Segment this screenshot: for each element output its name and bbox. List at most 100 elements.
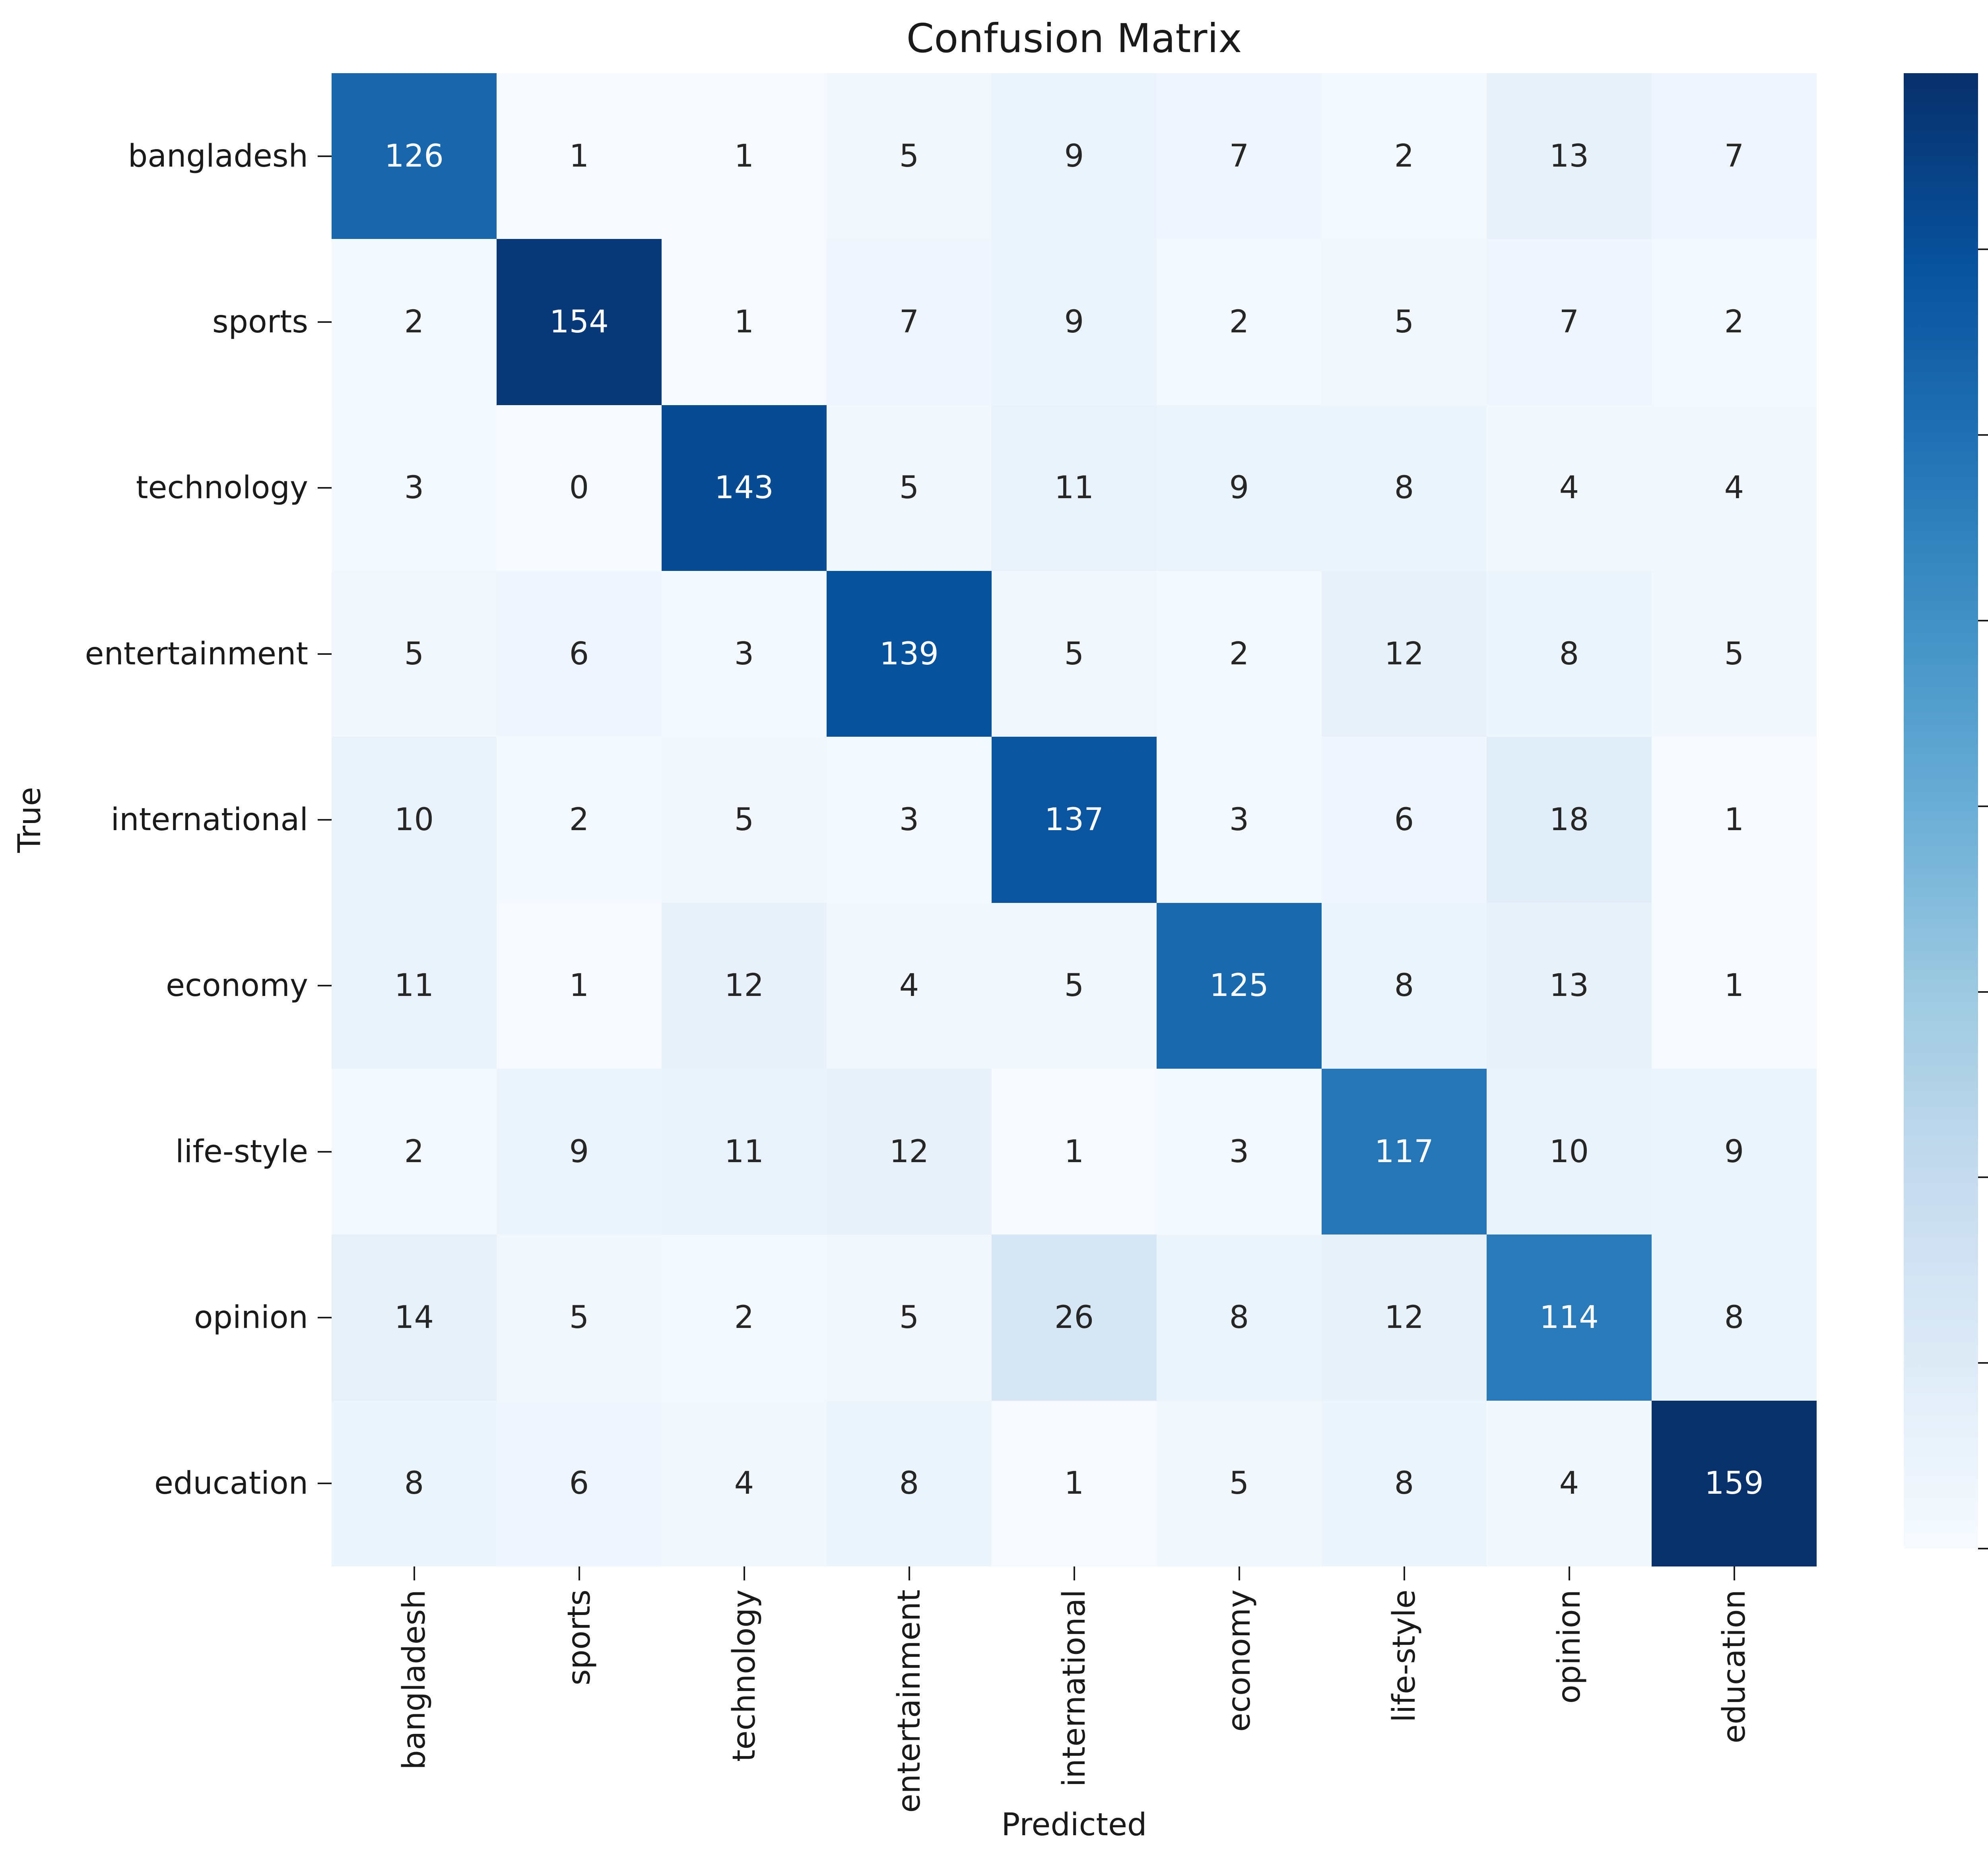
y-tick-label-sports: sports (212, 304, 308, 340)
heatmap-cell-life-style-life-style: 117 (1322, 1069, 1487, 1235)
heatmap-cell-education-entertainment: 8 (827, 1400, 992, 1566)
y-tick-mark (318, 155, 332, 157)
colorbar-tick-mark (1978, 805, 1988, 807)
heatmap-cell-entertainment-economy: 2 (1157, 571, 1322, 737)
cell-value: 159 (1705, 1465, 1764, 1502)
heatmap-cell-education-bangladesh: 8 (332, 1400, 497, 1566)
colorbar-tick-mark (1978, 434, 1988, 436)
cell-value: 1 (569, 138, 589, 174)
cell-value: 11 (724, 1134, 764, 1170)
x-tick-label-entertainment: entertainment (891, 1590, 927, 1813)
heatmap-cell-education-economy: 5 (1157, 1400, 1322, 1566)
heatmap-cell-sports-entertainment: 7 (827, 239, 992, 405)
heatmap-cell-international-technology: 5 (662, 737, 827, 903)
cell-value: 8 (1229, 1299, 1249, 1335)
cell-value: 4 (1724, 470, 1744, 506)
cell-value: 5 (1229, 1465, 1249, 1502)
heatmap-cell-life-style-international: 1 (992, 1069, 1157, 1235)
x-tick-mark (1238, 1566, 1240, 1580)
heatmap-cell-sports-international: 9 (992, 239, 1157, 405)
cell-value: 2 (1229, 636, 1249, 672)
heatmap-cell-opinion-economy: 8 (1157, 1234, 1322, 1401)
cell-value: 2 (404, 304, 424, 340)
heatmap-cell-technology-bangladesh: 3 (332, 405, 497, 571)
cell-value: 3 (899, 802, 919, 838)
cell-value: 26 (1054, 1299, 1094, 1335)
heatmap-cell-international-international: 137 (992, 737, 1157, 903)
cell-value: 0 (569, 470, 589, 506)
heatmap-cell-sports-education: 2 (1652, 239, 1817, 405)
heatmap-cell-entertainment-international: 5 (992, 571, 1157, 737)
cell-value: 12 (1384, 1299, 1424, 1335)
heatmap-cell-life-style-entertainment: 12 (827, 1069, 992, 1235)
heatmap-cell-technology-technology: 143 (662, 405, 827, 571)
heatmap-cell-entertainment-sports: 6 (497, 571, 662, 737)
x-tick-mark (1733, 1566, 1735, 1580)
colorbar (1904, 73, 1978, 1549)
cell-value: 7 (1229, 138, 1249, 174)
heatmap-grid: 126 1 1 5 9 7 2 13 7 2 154 1 7 9 2 5 7 2 3 0 143 5 11 9 8 4 4 5 6 3 13… (332, 73, 1817, 1566)
cell-value: 8 (404, 1465, 424, 1502)
x-tick-label-sports: sports (561, 1590, 597, 1686)
x-axis-title: Predicted (1001, 1807, 1147, 1843)
y-tick-label-technology: technology (136, 470, 308, 506)
cell-value: 7 (1559, 304, 1579, 340)
y-tick-mark (318, 985, 332, 987)
heatmap-cell-bangladesh-opinion: 13 (1487, 73, 1652, 239)
x-tick-label-bangladesh: bangladesh (396, 1590, 432, 1770)
cell-value: 8 (1394, 1465, 1414, 1502)
cell-value: 3 (1229, 1134, 1249, 1170)
heatmap-cell-entertainment-opinion: 8 (1487, 571, 1652, 737)
cell-value: 12 (1384, 636, 1424, 672)
cell-value: 7 (1724, 138, 1744, 174)
y-tick-mark (318, 321, 332, 323)
cell-value: 137 (1044, 802, 1104, 838)
cell-value: 3 (734, 636, 754, 672)
x-tick-label-opinion: opinion (1551, 1590, 1587, 1704)
y-axis-title: True (12, 787, 48, 853)
cell-value: 6 (569, 636, 589, 672)
cell-value: 11 (394, 968, 434, 1004)
heatmap-cell-technology-economy: 9 (1157, 405, 1322, 571)
cell-value: 4 (1559, 470, 1579, 506)
y-tick-mark (318, 1483, 332, 1485)
x-tick-label-life-style: life-style (1386, 1590, 1422, 1722)
cell-value: 2 (1724, 304, 1744, 340)
cell-value: 1 (569, 968, 589, 1004)
heatmap-cell-sports-life-style: 5 (1322, 239, 1487, 405)
heatmap-cell-economy-bangladesh: 11 (332, 903, 497, 1069)
cell-value: 126 (384, 138, 444, 174)
heatmap-cell-technology-entertainment: 5 (827, 405, 992, 571)
heatmap-cell-sports-economy: 2 (1157, 239, 1322, 405)
heatmap-cell-technology-international: 11 (992, 405, 1157, 571)
cell-value: 9 (1724, 1134, 1744, 1170)
heatmap-cell-international-opinion: 18 (1487, 737, 1652, 903)
cell-value: 13 (1549, 138, 1589, 174)
cell-value: 125 (1209, 968, 1269, 1004)
cell-value: 139 (879, 636, 939, 672)
heatmap-cell-entertainment-technology: 3 (662, 571, 827, 737)
x-tick-mark (578, 1566, 580, 1580)
colorbar-tick-mark (1978, 248, 1988, 250)
heatmap-cell-economy-economy: 125 (1157, 903, 1322, 1069)
heatmap-cell-bangladesh-technology: 1 (662, 73, 827, 239)
cell-value: 10 (1549, 1134, 1589, 1170)
cell-value: 9 (1064, 138, 1084, 174)
heatmap-cell-education-life-style: 8 (1322, 1400, 1487, 1566)
heatmap-cell-opinion-international: 26 (992, 1234, 1157, 1401)
x-tick-mark (1403, 1566, 1405, 1580)
heatmap-cell-international-bangladesh: 10 (332, 737, 497, 903)
cell-value: 10 (394, 802, 434, 838)
cell-value: 4 (734, 1465, 754, 1502)
cell-value: 5 (569, 1299, 589, 1335)
cell-value: 9 (569, 1134, 589, 1170)
y-tick-mark (318, 487, 332, 489)
cell-value: 8 (1394, 968, 1414, 1004)
y-tick-label-economy: economy (166, 968, 308, 1004)
cell-value: 143 (714, 470, 774, 506)
x-tick-mark (743, 1566, 745, 1580)
heatmap-cell-opinion-technology: 2 (662, 1234, 827, 1401)
heatmap-cell-education-opinion: 4 (1487, 1400, 1652, 1566)
y-tick-label-opinion: opinion (194, 1300, 308, 1335)
